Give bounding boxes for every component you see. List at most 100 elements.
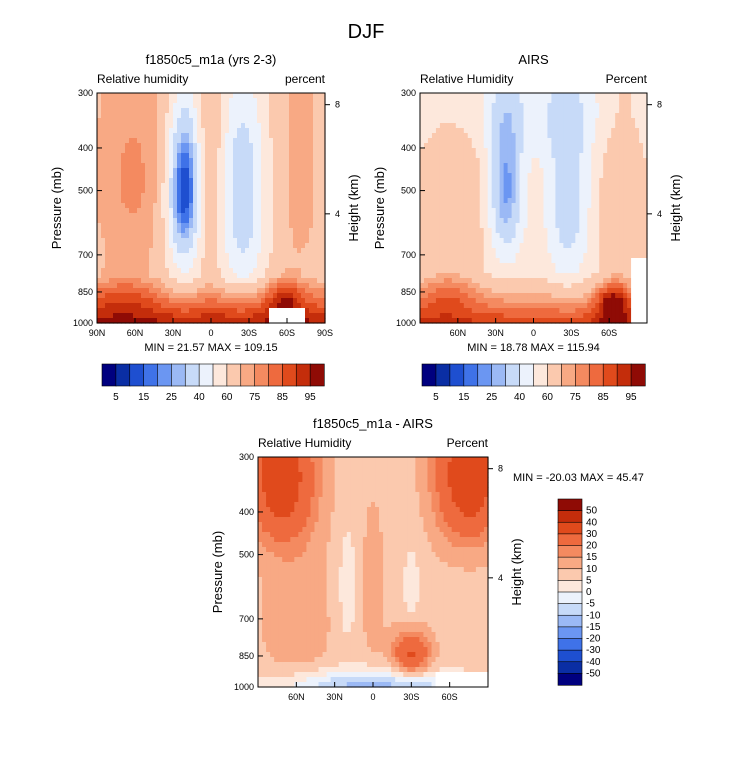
contour-cell — [253, 223, 258, 229]
contour-cell — [285, 173, 290, 179]
contour-cell — [431, 163, 437, 169]
contour-cell — [305, 208, 310, 214]
contour-cell — [281, 208, 286, 214]
contour-cell — [205, 228, 210, 234]
contour-cell — [535, 228, 541, 234]
contour-cell — [467, 288, 473, 294]
contour-cell — [567, 223, 572, 229]
contour-cell — [451, 143, 457, 149]
contour-cell — [643, 118, 648, 124]
contour-cell — [575, 173, 580, 179]
contour-cell — [639, 148, 644, 154]
contour-cell — [607, 263, 612, 269]
contour-cell — [309, 148, 314, 154]
contour-cell — [317, 178, 322, 184]
contour-cell — [507, 93, 513, 99]
contour-cell — [483, 283, 489, 289]
contour-cell — [97, 198, 102, 204]
contour-cell — [121, 228, 126, 234]
contour-cell — [447, 103, 453, 109]
contour-cell — [313, 213, 318, 219]
contour-cell — [563, 178, 568, 184]
contour-cell — [289, 203, 294, 209]
contour-cell — [559, 278, 564, 284]
contour-cell — [225, 263, 230, 269]
contour-cell — [507, 103, 513, 109]
contour-cell — [269, 193, 274, 199]
contour-cell — [293, 298, 298, 304]
contour-cell — [121, 113, 126, 119]
contour-cell — [455, 198, 461, 204]
contour-cell — [285, 263, 290, 269]
contour-cell — [643, 193, 648, 199]
contour-cell — [309, 268, 314, 274]
contour-cell — [137, 313, 142, 319]
contour-cell — [583, 208, 588, 214]
contour-cell — [209, 113, 214, 119]
contour-cell — [145, 163, 150, 169]
contour-cell — [205, 103, 210, 109]
contour-cell — [627, 93, 632, 99]
contour-cell — [551, 128, 556, 134]
contour-cell — [217, 193, 222, 199]
contour-cell — [121, 288, 126, 294]
contour-cell — [269, 98, 274, 104]
contour-cell — [137, 188, 142, 194]
contour-cell — [297, 238, 302, 244]
contour-cell — [495, 243, 501, 249]
contour-cell — [519, 103, 525, 109]
contour-cell — [623, 138, 628, 144]
contour-cell — [105, 283, 110, 289]
contour-cell — [555, 173, 560, 179]
contour-cell — [261, 138, 266, 144]
contour-cell — [281, 183, 286, 189]
contour-cell — [603, 183, 608, 189]
contour-cell — [153, 303, 158, 309]
contour-cell — [431, 173, 437, 179]
contour-cell — [435, 238, 441, 244]
contour-cell — [129, 208, 134, 214]
contour-cell — [217, 163, 222, 169]
contour-cell — [181, 198, 186, 204]
contour-cell — [269, 153, 274, 159]
contour-cell — [157, 178, 162, 184]
contour-cell — [559, 93, 564, 99]
contour-cell — [583, 293, 588, 299]
contour-cell — [221, 173, 226, 179]
contour-cell — [169, 268, 174, 274]
contour-cell — [301, 258, 306, 264]
contour-cell — [547, 153, 553, 159]
contour-cell — [301, 298, 306, 304]
contour-cell — [105, 288, 110, 294]
contour-cell — [117, 98, 122, 104]
contour-cell — [443, 228, 449, 234]
contour-cell — [535, 273, 541, 279]
contour-cell — [321, 133, 326, 139]
contour-cell — [455, 138, 461, 144]
contour-cell — [587, 288, 592, 294]
contour-cell — [475, 183, 481, 189]
contour-cell — [599, 223, 604, 229]
contour-cell — [475, 263, 481, 269]
contour-cell — [567, 153, 572, 159]
contour-cell — [321, 163, 326, 169]
contour-cell — [169, 308, 174, 314]
contour-cell — [635, 183, 640, 189]
contour-cell — [627, 198, 632, 204]
contour-cell — [471, 168, 477, 174]
contour-cell — [225, 128, 230, 134]
contour-cell — [467, 163, 473, 169]
contour-cell — [427, 113, 433, 119]
contour-cell — [515, 233, 521, 239]
contour-cell — [471, 283, 477, 289]
contour-cell — [611, 243, 616, 249]
contour-cell — [483, 98, 489, 104]
contour-cell — [173, 158, 178, 164]
contour-cell — [495, 228, 501, 234]
contour-cell — [101, 163, 106, 169]
contour-cell — [495, 118, 501, 124]
contour-cell — [499, 283, 505, 289]
contour-cell — [563, 93, 568, 99]
contour-cell — [305, 243, 310, 249]
contour-cell — [277, 133, 282, 139]
